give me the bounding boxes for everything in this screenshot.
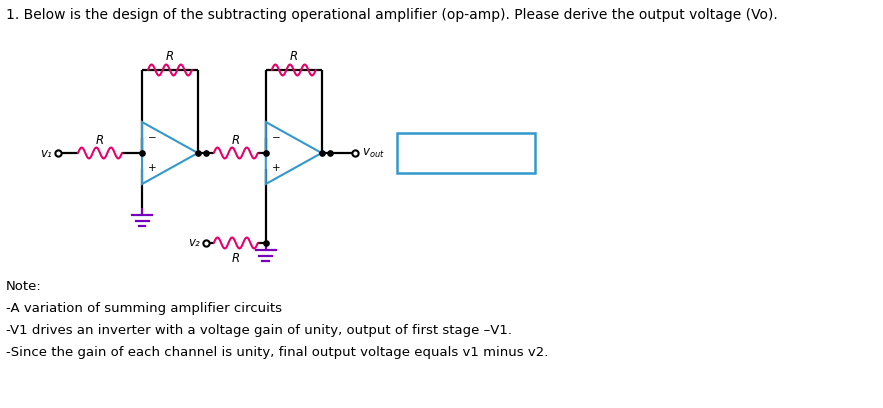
Text: R: R [290,51,298,64]
Text: $\it{v}$$_{\rm{out}}$ $=$ $\it{v}$$_1$ $-$ $\it{v}$$_2$: $\it{v}$$_{\rm{out}}$ $=$ $\it{v}$$_1$ $… [417,146,515,160]
Text: 1. Below is the design of the subtracting operational amplifier (op-amp). Please: 1. Below is the design of the subtractin… [6,8,778,22]
Text: v$_{out}$: v$_{out}$ [362,146,384,160]
Text: R: R [231,133,240,146]
Text: v₁: v₁ [41,146,52,160]
Text: +: + [148,163,156,173]
Text: Note:: Note: [6,280,42,293]
Text: v₂: v₂ [188,237,200,250]
Text: R: R [96,133,104,146]
Text: −: − [272,133,281,143]
Text: -V1 drives an inverter with a voltage gain of unity, output of first stage –V1.: -V1 drives an inverter with a voltage ga… [6,324,512,337]
Text: R: R [166,51,174,64]
Text: −: − [148,133,157,143]
Text: R: R [231,253,240,266]
FancyBboxPatch shape [396,133,534,173]
Text: -A variation of summing amplifier circuits: -A variation of summing amplifier circui… [6,302,282,315]
Text: -Since the gain of each channel is unity, final output voltage equals v1 minus v: -Since the gain of each channel is unity… [6,346,548,359]
Text: +: + [272,163,281,173]
